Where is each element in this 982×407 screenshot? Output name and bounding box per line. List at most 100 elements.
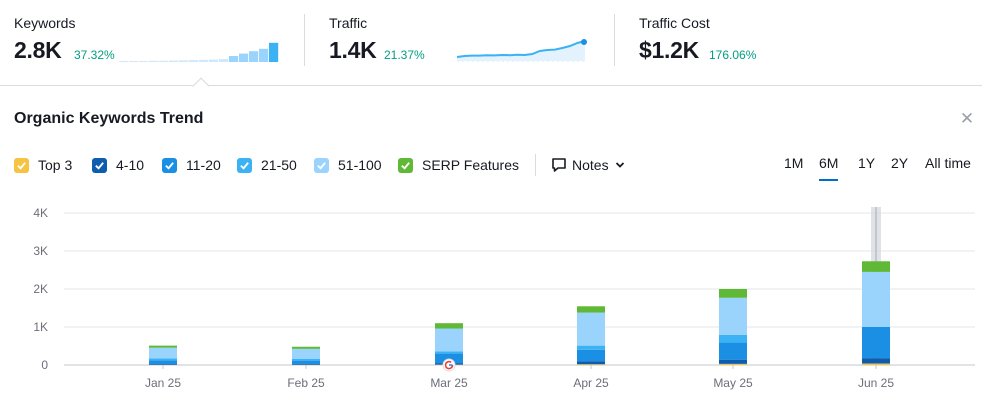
legend-item-serp-features[interactable]: SERP Features (398, 155, 519, 175)
organic-keywords-trend-chart: 0 1K 2K 3K 4K Jan 25 Feb 25 Mar 25 Apr 25 May 25 J… (33, 206, 975, 390)
legend-label: SERP Features (422, 157, 520, 173)
bar-segment-21-50[interactable] (435, 351, 463, 354)
y-tick-label: 1K (33, 320, 48, 334)
metric-traffic-cost[interactable]: Traffic Cost $1.2K 176.06% (639, 0, 839, 86)
keywords-sparkline-bar (249, 51, 259, 62)
period-tab-6m[interactable]: 6M (819, 155, 839, 181)
traffic-sparkline (457, 39, 587, 62)
bar-segment-21-50[interactable] (719, 334, 747, 343)
metric-traffic-cost-value: $1.2K (639, 37, 699, 63)
bar-segment-serp-features[interactable] (862, 261, 890, 272)
bar-segment-51-100[interactable] (292, 348, 320, 359)
legend-checkbox[interactable] (237, 157, 252, 173)
bar-segment-4-10[interactable] (149, 364, 177, 365)
y-tick-label: 2K (33, 282, 48, 296)
metric-traffic[interactable]: Traffic 1.4K 21.37% (329, 0, 599, 86)
bar-segment-21-50[interactable] (292, 358, 320, 361)
legend-checkbox[interactable] (162, 157, 177, 173)
metric-traffic-cost-label: Traffic Cost (639, 15, 710, 31)
legend-label: Top 3 (38, 157, 73, 173)
notes-label: Notes (572, 157, 609, 173)
keywords-sparkline-bar (129, 61, 139, 62)
bar-segment-serp-features[interactable] (719, 289, 747, 298)
metric-divider (614, 14, 615, 66)
legend-item-4-10[interactable]: 4-10 (92, 155, 144, 175)
bar-segment-4-10[interactable] (862, 358, 890, 364)
x-tick-label: Mar 25 (430, 376, 468, 390)
period-tab-2y[interactable]: 2Y (891, 155, 909, 171)
check-icon (401, 161, 410, 170)
metric-keywords-delta: 37.32% (74, 48, 115, 62)
bar-segment-21-50[interactable] (149, 358, 177, 361)
keywords-sparkline-bar (179, 60, 189, 62)
legend-label: 51-100 (338, 157, 382, 173)
keywords-sparkline-bar (259, 48, 269, 62)
legend-checkbox[interactable] (314, 157, 329, 173)
x-tick-label: Jan 25 (145, 376, 181, 390)
bar-segment-11-20[interactable] (862, 327, 890, 359)
y-tick-label: 3K (33, 244, 48, 258)
bar-segment-top-3[interactable] (577, 364, 605, 365)
keywords-sparkline-bar (159, 60, 169, 62)
traffic-sparkline-point (581, 39, 587, 45)
metric-keywords[interactable]: Keywords 2.8K 37.32% (14, 0, 294, 86)
bar-segment-serp-features[interactable] (435, 323, 463, 329)
legend-item-51-100[interactable]: 51-100 (314, 155, 382, 175)
notes-dropdown[interactable]: Notes (551, 155, 625, 175)
x-tick-label: Apr 25 (573, 376, 609, 390)
x-tick-label: Jun 25 (858, 376, 894, 390)
keywords-sparkline-bar (219, 59, 229, 62)
period-tab-1m[interactable]: 1M (784, 155, 804, 171)
check-icon (17, 161, 26, 170)
period-tab-all-time[interactable]: All time (925, 155, 971, 171)
legend-item-11-20[interactable]: 11-20 (162, 155, 221, 175)
keywords-sparkline-bar (139, 61, 149, 62)
bar-segment-11-20[interactable] (577, 349, 605, 362)
legend-item-21-50[interactable]: 21-50 (237, 155, 297, 175)
metric-keywords-value: 2.8K (14, 37, 62, 63)
keywords-sparkline-bar (269, 42, 279, 62)
metrics-header: Keywords 2.8K 37.32% Traffic 1.4K 21.37%… (0, 0, 982, 86)
bar-segment-11-20[interactable] (149, 360, 177, 365)
bar-segment-51-100[interactable] (149, 347, 177, 359)
bar-segment-51-100[interactable] (577, 312, 605, 346)
traffic-sparkline-area (457, 41, 585, 61)
metric-traffic-cost-delta: 176.06% (709, 48, 757, 62)
check-icon (95, 161, 104, 170)
period-tab-1y[interactable]: 1Y (858, 155, 876, 171)
legend-divider (535, 154, 536, 176)
bar-segment-21-50[interactable] (577, 345, 605, 350)
bar-segment-top-3[interactable] (719, 363, 747, 365)
legend-label: 11-20 (186, 157, 221, 173)
legend-checkbox[interactable] (14, 157, 29, 173)
keywords-sparkline-bar (199, 59, 209, 62)
bar-segment-51-100[interactable] (862, 271, 890, 327)
check-icon (165, 161, 174, 170)
google-icon[interactable] (442, 358, 456, 372)
bar-segment-serp-features[interactable] (577, 306, 605, 313)
legend-item-top-3[interactable]: Top 3 (14, 155, 72, 175)
legend-label: 21-50 (261, 157, 297, 173)
bar-segment-51-100[interactable] (719, 297, 747, 335)
metric-traffic-delta: 21.37% (384, 48, 425, 62)
bar-segment-11-20[interactable] (292, 360, 320, 365)
keywords-sparkline-bar (169, 60, 179, 62)
keywords-sparkline-bar (209, 59, 219, 62)
legend-checkbox[interactable] (398, 157, 413, 173)
x-tick-label: May 25 (713, 376, 753, 390)
bar-segment-top-3[interactable] (862, 363, 890, 365)
bar-segment-4-10[interactable] (577, 361, 605, 365)
close-icon[interactable]: ✕ (959, 109, 975, 128)
bar-segment-11-20[interactable] (435, 353, 463, 364)
y-tick-label: 4K (33, 206, 48, 220)
bar-segment-11-20[interactable] (719, 342, 747, 360)
legend-label: 4-10 (116, 157, 145, 173)
bar-segment-51-100[interactable] (435, 328, 463, 352)
bar-segment-serp-features[interactable] (149, 345, 177, 348)
panel-title: Organic Keywords Trend (14, 110, 204, 127)
chevron-down-icon (615, 162, 624, 168)
bar-segment-serp-features[interactable] (292, 346, 320, 349)
legend-checkbox[interactable] (92, 157, 107, 173)
bar-segment-4-10[interactable] (292, 364, 320, 365)
bar-segment-4-10[interactable] (719, 359, 747, 364)
